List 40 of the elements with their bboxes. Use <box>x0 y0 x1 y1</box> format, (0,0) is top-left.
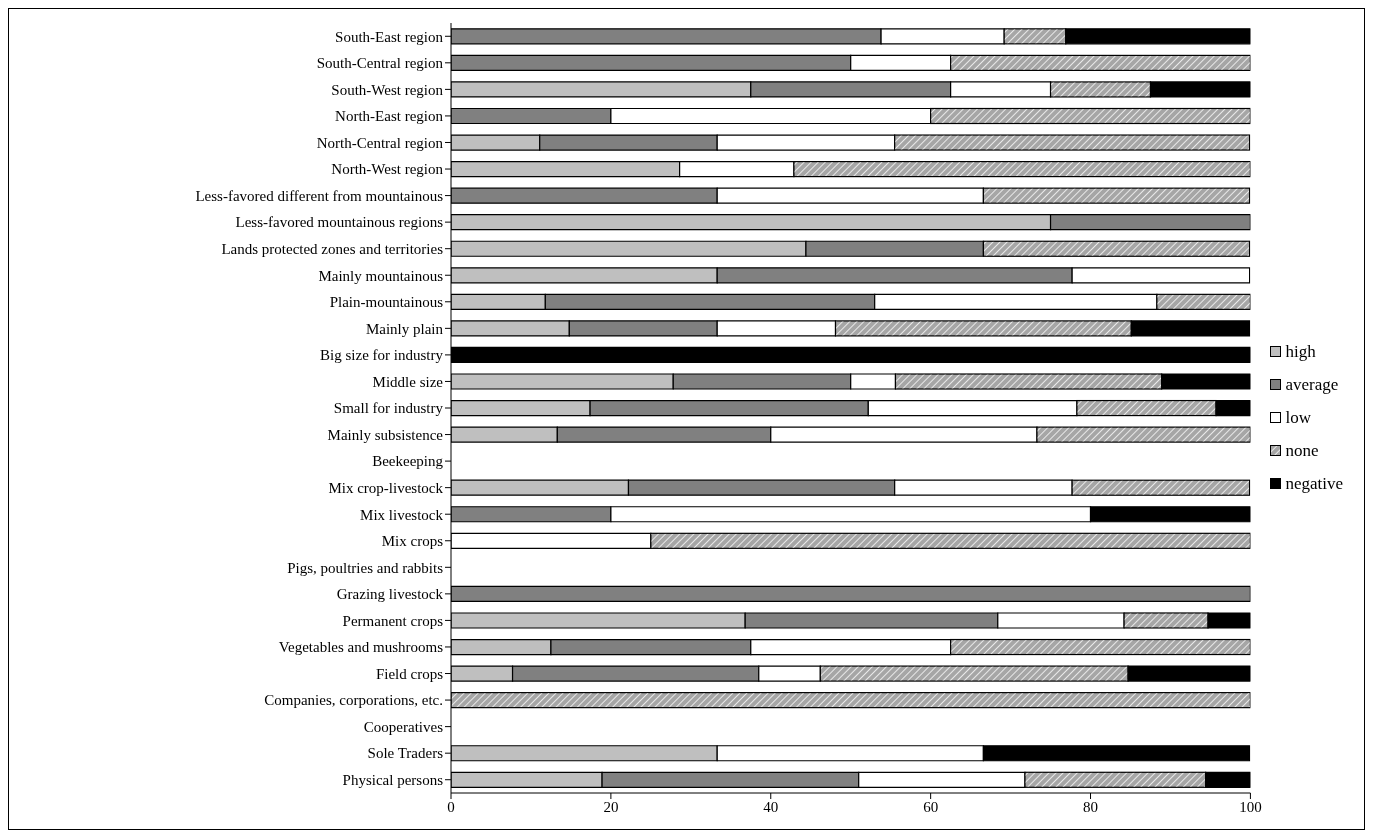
y-tick-label: Cooperatives <box>363 718 444 735</box>
y-tick-label: Mix crops <box>381 533 444 550</box>
y-tick-label: Companies, corporations, etc. <box>264 692 443 709</box>
legend-label: negative <box>1285 474 1343 494</box>
y-tick-label: Less-favored mountainous regions <box>235 214 444 231</box>
y-tick-label: Vegetables and mushrooms <box>278 639 444 656</box>
y-tick-label: Lands protected zones and territories <box>221 241 444 258</box>
y-tick-label: Grazing livestock <box>336 586 444 603</box>
y-tick-label: Field crops <box>375 665 444 682</box>
x-tick-label: 0 <box>447 798 455 815</box>
y-tick-label: North-East region <box>335 108 444 125</box>
y-tick-label: Physical persons <box>342 772 444 789</box>
y-tick-label: Small for industry <box>333 400 444 417</box>
y-tick-label: Sole Traders <box>367 745 444 762</box>
y-tick-label: Middle size <box>372 373 444 390</box>
y-tick-label: Big size for industry <box>320 347 444 364</box>
legend-label: average <box>1285 375 1339 395</box>
legend-label: low <box>1285 408 1311 428</box>
y-tick-label: South-Central region <box>316 55 444 72</box>
y-tick-label: South-West region <box>331 81 444 98</box>
legend-label: none <box>1285 441 1319 461</box>
y-tick-label: South-East region <box>335 28 444 45</box>
x-tick-label: 20 <box>603 798 619 815</box>
y-tick-label: North-West region <box>331 161 444 178</box>
y-tick-label: Mainly mountainous <box>318 267 444 284</box>
legend-label: high <box>1285 342 1316 362</box>
y-tick-label: Pigs, poultries and rabbits <box>287 559 444 576</box>
y-tick-label: Mainly subsistence <box>327 426 444 443</box>
x-tick-label: 60 <box>923 798 939 815</box>
y-tick-label: Mix crop-livestock <box>328 479 444 496</box>
y-tick-label: Beekeeping <box>372 453 444 470</box>
y-tick-label: Less-favored different from mountainous <box>195 187 444 204</box>
y-tick-label: Plain-mountainous <box>329 294 444 311</box>
x-tick-label: 80 <box>1083 798 1099 815</box>
y-tick-label: North-Central region <box>316 134 444 151</box>
y-tick-label: Permanent crops <box>342 612 444 629</box>
y-tick-label: Mainly plain <box>365 320 444 337</box>
y-tick-label: Mix livestock <box>360 506 444 523</box>
x-tick-label: 100 <box>1239 798 1262 815</box>
x-tick-label: 40 <box>763 798 779 815</box>
